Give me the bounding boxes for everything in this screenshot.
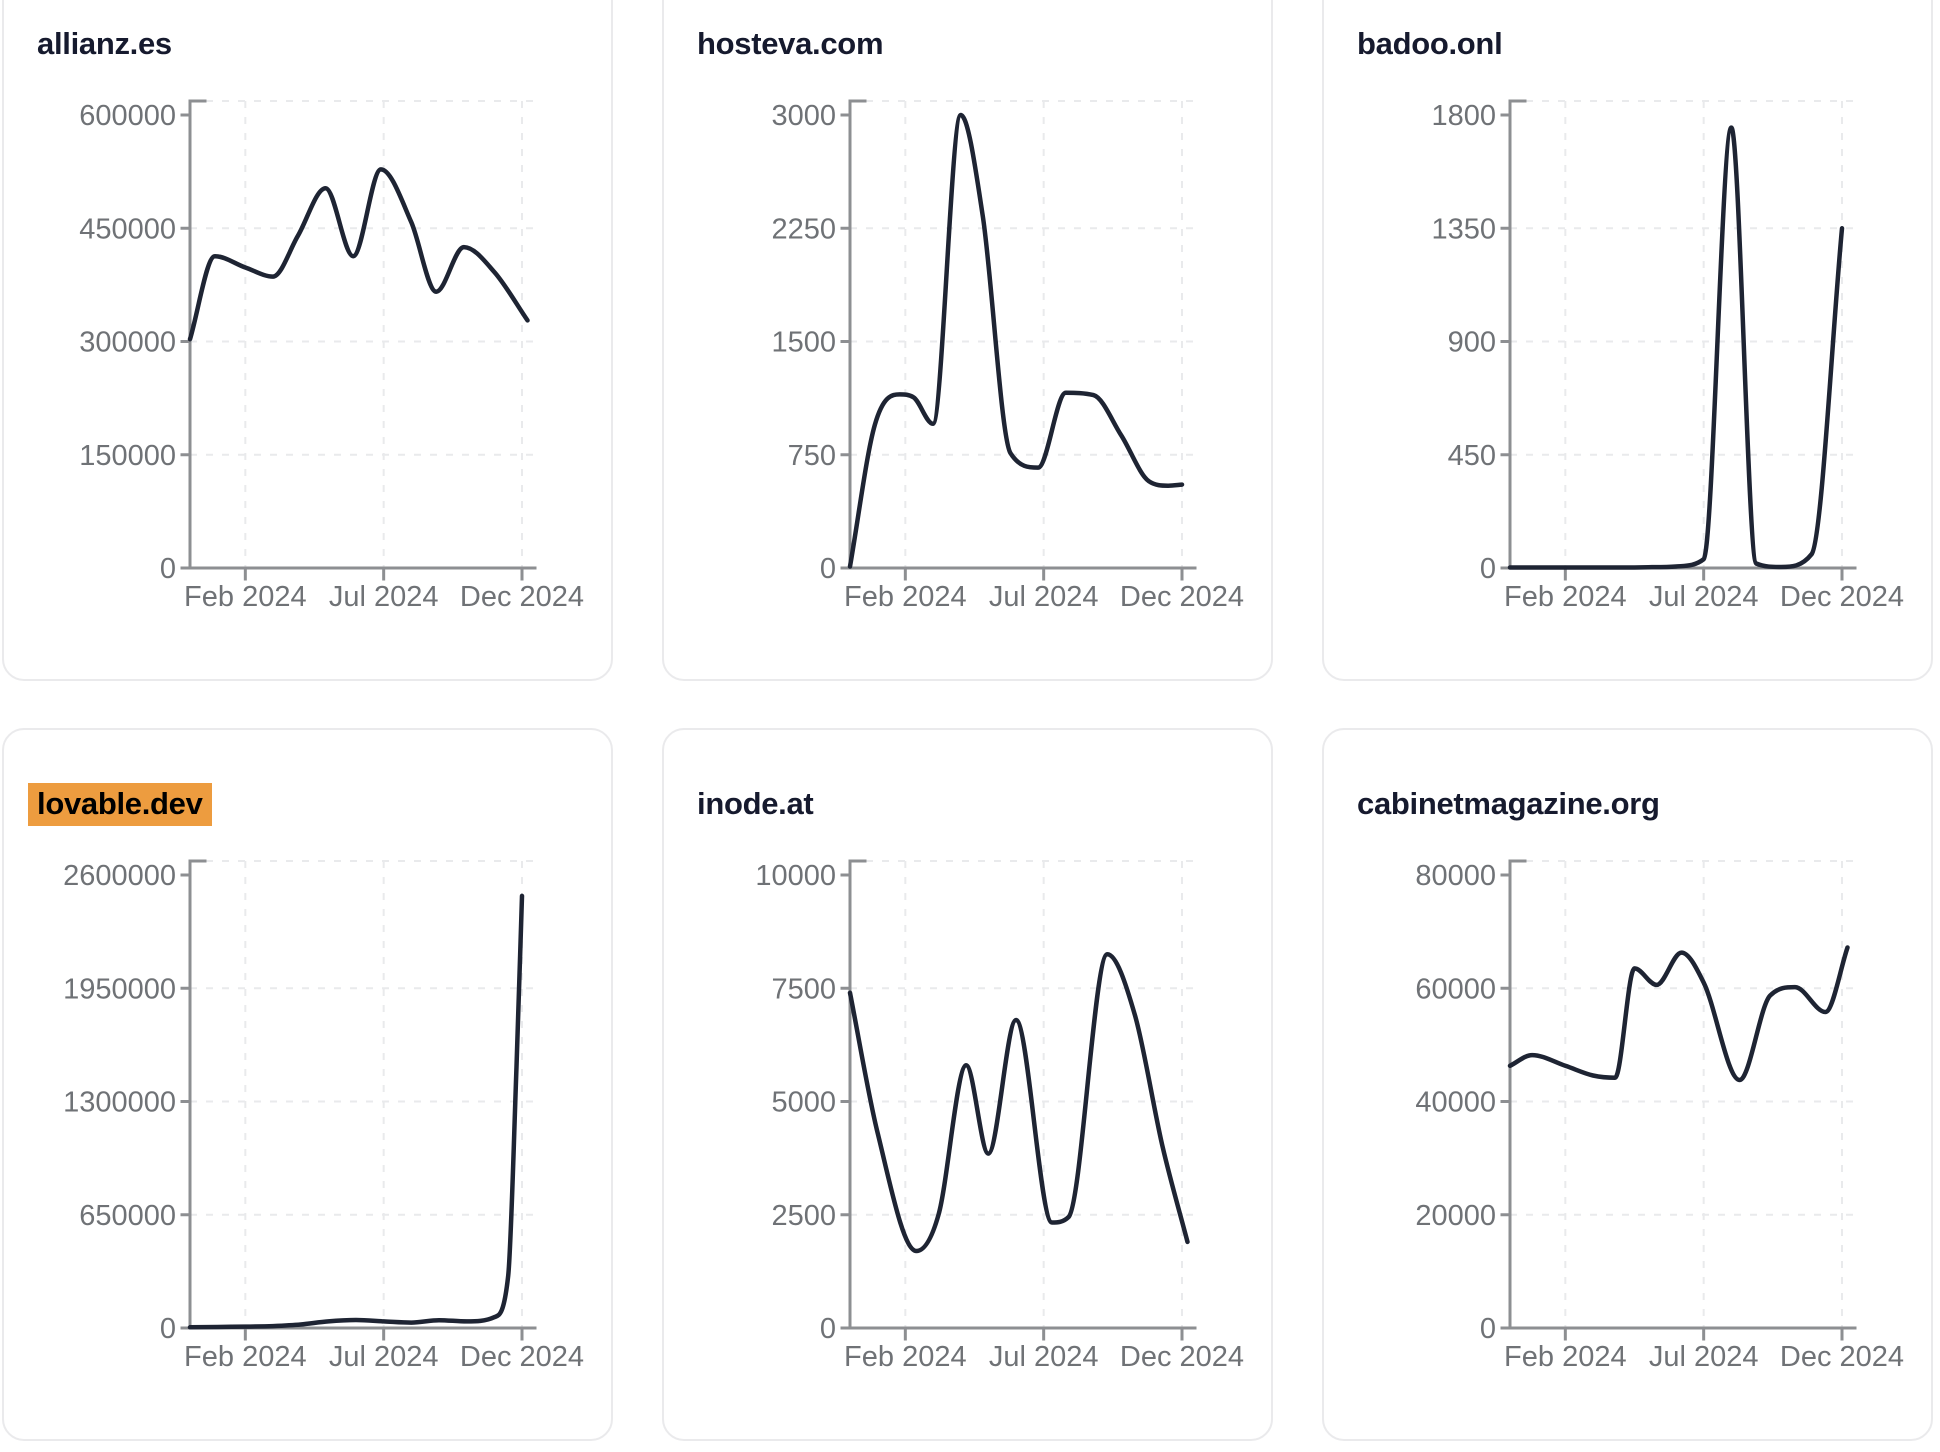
svg-text:Feb 2024: Feb 2024 <box>184 581 307 613</box>
svg-text:750: 750 <box>788 440 836 472</box>
svg-text:900: 900 <box>1448 327 1496 359</box>
domain-title: allianz.es <box>37 26 172 62</box>
svg-text:Dec 2024: Dec 2024 <box>1120 1341 1244 1373</box>
svg-text:Feb 2024: Feb 2024 <box>1504 581 1627 613</box>
svg-text:0: 0 <box>820 1313 836 1345</box>
svg-text:20000: 20000 <box>1415 1200 1496 1232</box>
svg-text:Dec 2024: Dec 2024 <box>460 1341 584 1373</box>
svg-text:Jul 2024: Jul 2024 <box>989 581 1099 613</box>
svg-text:0: 0 <box>160 553 176 585</box>
svg-text:Feb 2024: Feb 2024 <box>844 581 967 613</box>
svg-text:2500: 2500 <box>771 1200 836 1232</box>
svg-text:Dec 2024: Dec 2024 <box>1780 1341 1904 1373</box>
svg-text:2600000: 2600000 <box>63 860 176 892</box>
domain-title-text: inode.at <box>697 786 814 821</box>
svg-text:Jul 2024: Jul 2024 <box>1649 581 1759 613</box>
svg-text:0: 0 <box>820 553 836 585</box>
domain-title-text: hosteva.com <box>697 26 884 61</box>
svg-text:1350: 1350 <box>1431 213 1496 245</box>
svg-text:650000: 650000 <box>79 1200 176 1232</box>
svg-text:Jul 2024: Jul 2024 <box>989 1341 1099 1373</box>
domain-card-inode[interactable]: inode.at 10000 7500 5000 2500 0 Feb 2024 Jul 2… <box>662 728 1273 1441</box>
svg-text:1800: 1800 <box>1431 100 1496 132</box>
svg-text:0: 0 <box>160 1313 176 1345</box>
domain-card-badoo[interactable]: badoo.onl 1800 1350 900 450 0 Feb 2024 Jul 202… <box>1322 0 1933 681</box>
domain-card-allianz[interactable]: allianz.es 600000 450000 300000 150000 0 Feb … <box>2 0 613 681</box>
svg-text:40000: 40000 <box>1415 1087 1496 1119</box>
svg-text:0: 0 <box>1480 553 1496 585</box>
svg-text:600000: 600000 <box>79 100 176 132</box>
domain-title: badoo.onl <box>1357 26 1503 62</box>
svg-text:7500: 7500 <box>771 973 836 1005</box>
svg-text:450: 450 <box>1448 440 1496 472</box>
svg-text:10000: 10000 <box>755 860 836 892</box>
svg-text:80000: 80000 <box>1415 860 1496 892</box>
domain-title: lovable.dev <box>28 783 212 826</box>
domain-title-text: cabinetmagazine.org <box>1357 786 1660 821</box>
svg-text:450000: 450000 <box>79 213 176 245</box>
domain-card-hosteva[interactable]: hosteva.com 3000 2250 1500 750 0 Feb 2024 Jul … <box>662 0 1273 681</box>
domain-card-lovable[interactable]: lovable.dev 2600000 1950000 1300000 650000 0… <box>2 728 613 1441</box>
svg-text:Feb 2024: Feb 2024 <box>844 1341 967 1373</box>
svg-text:Jul 2024: Jul 2024 <box>1649 1341 1759 1373</box>
svg-text:Jul 2024: Jul 2024 <box>329 581 439 613</box>
domain-title: cabinetmagazine.org <box>1357 786 1660 822</box>
highlighted-title-text: lovable.dev <box>28 783 212 826</box>
domain-title: inode.at <box>697 786 814 822</box>
svg-text:60000: 60000 <box>1415 973 1496 1005</box>
domain-title-text: allianz.es <box>37 26 172 61</box>
svg-text:Jul 2024: Jul 2024 <box>329 1341 439 1373</box>
svg-text:1500: 1500 <box>771 327 836 359</box>
svg-text:Feb 2024: Feb 2024 <box>1504 1341 1627 1373</box>
svg-text:5000: 5000 <box>771 1087 836 1119</box>
svg-text:2250: 2250 <box>771 213 836 245</box>
svg-text:150000: 150000 <box>79 440 176 472</box>
svg-text:Dec 2024: Dec 2024 <box>1120 581 1244 613</box>
svg-text:Feb 2024: Feb 2024 <box>184 1341 307 1373</box>
svg-text:1300000: 1300000 <box>63 1087 176 1119</box>
domain-title: hosteva.com <box>697 26 884 62</box>
svg-text:3000: 3000 <box>771 100 836 132</box>
domain-title-text: badoo.onl <box>1357 26 1503 61</box>
svg-text:Dec 2024: Dec 2024 <box>460 581 584 613</box>
svg-text:Dec 2024: Dec 2024 <box>1780 581 1904 613</box>
svg-text:300000: 300000 <box>79 327 176 359</box>
domain-card-cabinetmagazine[interactable]: cabinetmagazine.org 80000 60000 40000 20000… <box>1322 728 1933 1441</box>
svg-text:0: 0 <box>1480 1313 1496 1345</box>
svg-text:1950000: 1950000 <box>63 973 176 1005</box>
